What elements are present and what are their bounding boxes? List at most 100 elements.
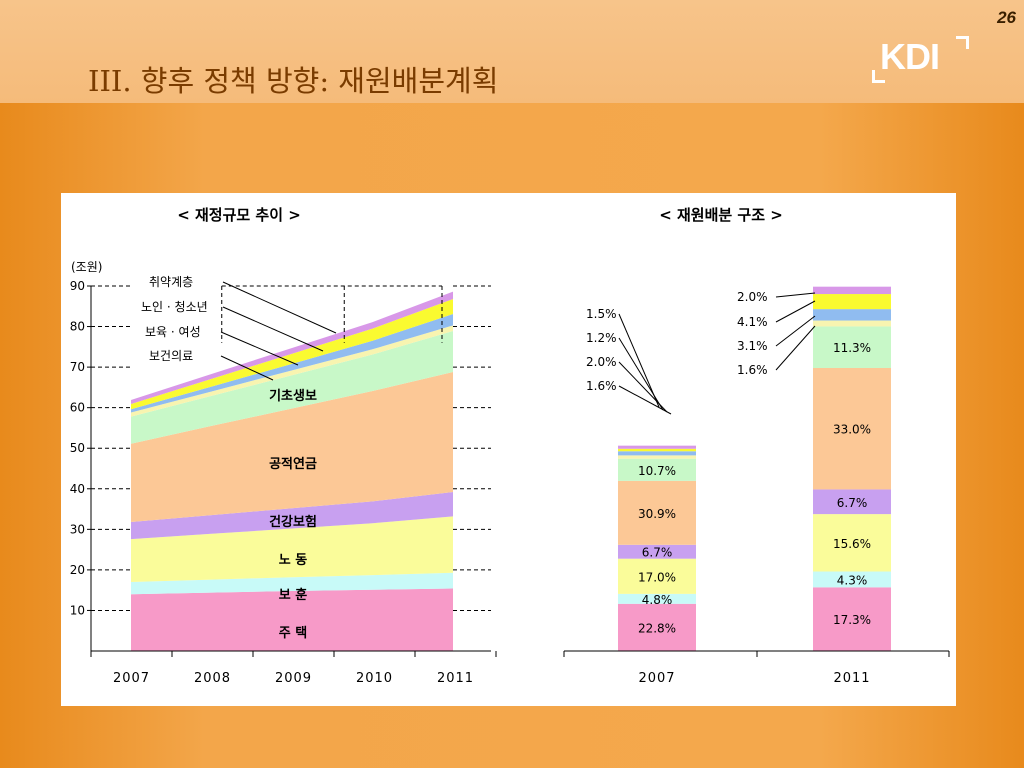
bar-segment-label: 6.7% [642, 546, 673, 560]
bar-callout-label: 1.5% [586, 307, 617, 321]
bar-segment-labor [813, 514, 891, 572]
area-band-elderly_youth [131, 298, 453, 410]
area-callout-label: 노인 · 청소년 [141, 300, 208, 314]
bar-callout-line [775, 292, 816, 298]
y-tick-label: 10 [70, 603, 85, 617]
area-band-vulnerable [131, 291, 453, 405]
area-band-basic_livelihood [131, 331, 453, 444]
bar-callout-line [618, 361, 668, 413]
slide-title: III. 향후 정책 방향: 재원배분계획 [88, 64, 499, 98]
bar-segment-label: 17.0% [638, 570, 676, 584]
bar-segment-healthcare [618, 455, 696, 459]
x-tick-label: 2009 [275, 671, 312, 686]
area-series-label: 공적연금 [269, 456, 317, 472]
callout-leader-line [220, 331, 299, 366]
callout-leader-line [222, 306, 324, 352]
bar-segment-veterans [618, 593, 696, 604]
y-tick-label: 80 [70, 320, 85, 334]
bar-segment-label: 6.7% [837, 496, 868, 510]
page-number: 26 [997, 8, 1016, 27]
bar-segment-label: 4.8% [642, 593, 673, 607]
area-series-label: 보 훈 [279, 587, 307, 603]
area-callout-label: 취약계층 [149, 274, 193, 289]
y-tick-label: 20 [70, 563, 85, 577]
bar-segment-elderly_youth [618, 448, 696, 452]
bar-callout-label: 1.6% [586, 379, 617, 393]
bar-callout-label: 1.6% [737, 363, 768, 377]
area-series-label: 기초생보 [269, 389, 317, 404]
bar-callout-label: 4.1% [737, 315, 768, 329]
bar-segment-vulnerable [618, 445, 696, 449]
y-tick-label: 60 [70, 401, 85, 415]
area-series-label: 건강보험 [269, 514, 317, 530]
area-band-veterans [131, 572, 453, 595]
logo-corner-top-right [956, 36, 969, 49]
x-tick-label: 2011 [437, 671, 474, 686]
bar-segment-label: 22.8% [638, 621, 676, 635]
bar-segment-label: 33.0% [833, 423, 871, 437]
bar-callout-label: 2.0% [737, 290, 768, 304]
y-tick-label: 30 [70, 522, 85, 536]
bar-segment-label: 17.3% [833, 613, 871, 627]
area-chart-title: < 재정규모 추이 > [177, 206, 301, 224]
area-series-label: 주 택 [279, 625, 307, 641]
area-callout-label: 보육 · 여성 [145, 325, 201, 339]
slide-header: III. 향후 정책 방향: 재원배분계획 [0, 0, 1024, 103]
area-callout-label: 보건의료 [149, 349, 193, 363]
bar-segment-public_pension [813, 368, 891, 490]
area-band-labor [131, 516, 453, 583]
bar-segment-basic_livelihood [618, 458, 696, 481]
bar-callout-line [618, 385, 672, 415]
bar-segment-health_insurance [813, 489, 891, 515]
x-tick-label: 2010 [356, 671, 393, 686]
area-band-health_insurance [131, 492, 453, 540]
area-series-label: 노 동 [279, 553, 307, 568]
bar-segment-childcare_women [813, 309, 891, 321]
bar-segment-housing [813, 587, 891, 651]
bar-segment-public_pension [618, 480, 696, 545]
chart-panel: < 재정규모 추이 > (조원) 10 20 30 40 50 60 70 80 90 2007 200… [61, 193, 956, 706]
bar-segment-veterans [813, 571, 891, 588]
bar-segment-housing [618, 603, 696, 651]
area-band-housing [131, 588, 453, 651]
y-tick-label: 70 [70, 360, 85, 374]
bar-segment-healthcare [813, 320, 891, 327]
logo-corner-bottom-left [872, 70, 885, 83]
y-tick-label: 90 [70, 279, 85, 293]
y-tick-label: 40 [70, 482, 85, 496]
bar-callout-line [618, 337, 664, 411]
x-tick-label: 2007 [638, 671, 675, 686]
bar-segment-label: 4.3% [837, 573, 868, 587]
bar-segment-label: 11.3% [833, 341, 871, 355]
bar-segment-label: 10.7% [638, 464, 676, 478]
bar-segment-elderly_youth [813, 294, 891, 310]
area-band-healthcare [131, 325, 453, 417]
bar-callout-label: 3.1% [737, 339, 768, 353]
area-band-childcare_women [131, 313, 453, 413]
x-tick-label: 2011 [833, 671, 870, 686]
y-tick-label: 50 [70, 441, 85, 455]
bar-segment-vulnerable [813, 286, 891, 295]
bar-callout-line [775, 300, 816, 323]
bar-callout-line [775, 315, 816, 347]
bar-segment-childcare_women [618, 451, 696, 456]
kdi-logo: KDI [872, 34, 972, 84]
bar-chart-title: < 재원배분 구조 > [659, 206, 783, 224]
bar-callout-line [775, 325, 816, 371]
x-tick-label: 2007 [113, 671, 150, 686]
area-chart-ylabel: (조원) [71, 260, 102, 274]
bar-callout-line [618, 313, 660, 408]
bar-segment-basic_livelihood [813, 326, 891, 369]
charts-svg: < 재정규모 추이 > (조원) 10 20 30 40 50 60 70 80 90 2007 200… [70, 206, 950, 686]
bar-callout-label: 1.2% [586, 331, 617, 345]
bar-callout-label: 2.0% [586, 355, 617, 369]
area-band-public_pension [131, 371, 453, 523]
bar-segment-health_insurance [618, 544, 696, 559]
bar-segment-labor [618, 558, 696, 594]
x-tick-label: 2008 [194, 671, 231, 686]
bar-segment-label: 15.6% [833, 537, 871, 551]
logo-text: KDI [880, 36, 940, 77]
callout-leader-line [220, 355, 274, 381]
callout-leader-line [222, 281, 337, 334]
bar-segment-label: 30.9% [638, 507, 676, 521]
